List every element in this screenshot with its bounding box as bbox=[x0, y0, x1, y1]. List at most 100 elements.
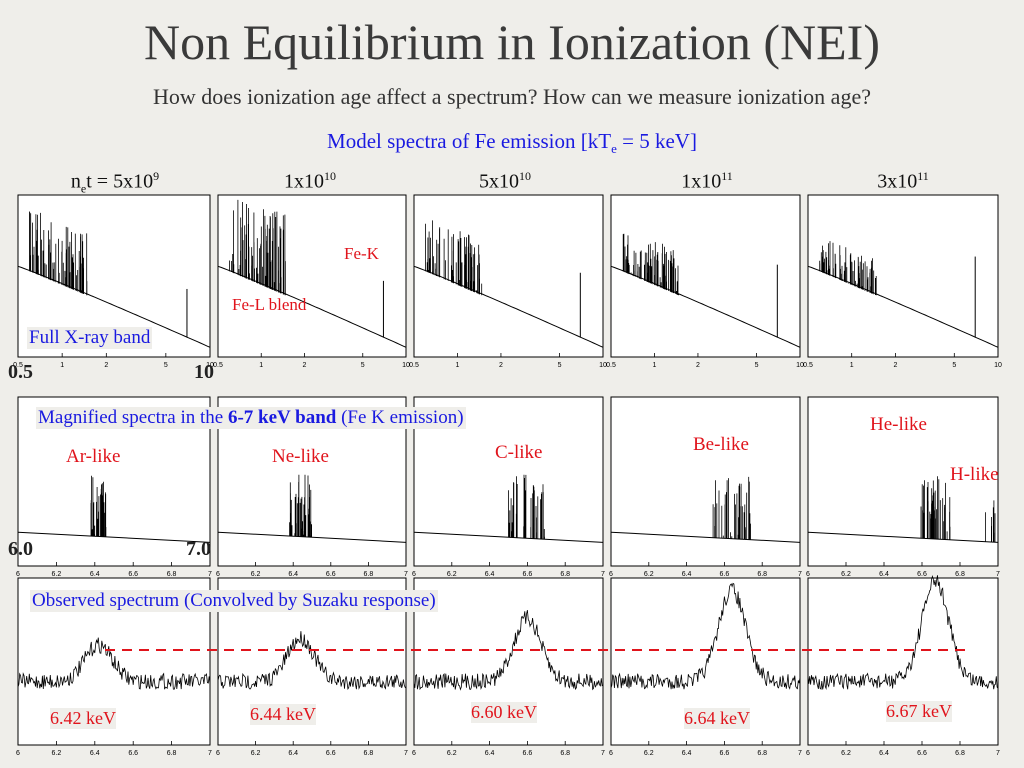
col-exp: 9 bbox=[153, 169, 160, 183]
tick-label: 6.2 bbox=[447, 750, 457, 757]
tick-label: 6 bbox=[412, 750, 416, 757]
tick-label: 2 bbox=[893, 362, 897, 369]
row1-axis-min-label: 0.5 bbox=[8, 361, 33, 383]
tick-label: 6.4 bbox=[879, 571, 889, 578]
tick-label: 5 bbox=[558, 362, 562, 369]
tick-label: 6.2 bbox=[644, 750, 654, 757]
continuum-line bbox=[807, 531, 999, 543]
energy-label-2: 6.44 keV bbox=[250, 704, 316, 725]
tick-label: 6.2 bbox=[447, 571, 457, 578]
tick-label: 6 bbox=[609, 571, 613, 578]
tick-label: 6.8 bbox=[757, 571, 767, 578]
tick-label: 7 bbox=[208, 750, 212, 757]
tick-label: 10 bbox=[402, 362, 410, 369]
tick-label: 6.6 bbox=[326, 750, 336, 757]
continuum-line bbox=[217, 531, 407, 543]
panel-frame bbox=[610, 396, 801, 567]
tick-label: 10 bbox=[206, 362, 214, 369]
column-label-3: 5x1010 bbox=[410, 163, 600, 195]
col-base: 5x10 bbox=[479, 170, 519, 193]
tick-label: 6.8 bbox=[167, 750, 177, 757]
tick-label: 0.5 bbox=[213, 362, 223, 369]
tick-label: 6 bbox=[806, 750, 810, 757]
tick-label: 1 bbox=[60, 362, 64, 369]
slide-title: Non Equilibrium in Ionization (NEI) bbox=[144, 14, 880, 70]
col-prefix-sub: e bbox=[80, 181, 87, 196]
tick-label: 6.2 bbox=[841, 571, 851, 578]
tick-label: 5 bbox=[952, 362, 956, 369]
tick-label: 6 bbox=[16, 571, 20, 578]
continuum-line bbox=[17, 531, 211, 543]
row2-axis-min-label: 6.0 bbox=[8, 538, 33, 560]
tick-label: 6.2 bbox=[644, 571, 654, 578]
tick-label: 6.4 bbox=[90, 750, 100, 757]
tick-label: 6.2 bbox=[52, 571, 62, 578]
tick-label: 5 bbox=[164, 362, 168, 369]
col-base: 3x10 bbox=[877, 170, 918, 193]
ion-label-h-like: H-like bbox=[950, 464, 999, 485]
tick-label: 6.2 bbox=[251, 571, 261, 578]
tick-label: 0.5 bbox=[606, 362, 616, 369]
observed-spectrum bbox=[17, 637, 211, 690]
tick-label: 6.6 bbox=[523, 571, 533, 578]
model-caption-text: Model spectra of Fe emission [kT bbox=[327, 129, 612, 153]
tick-label: 6.8 bbox=[167, 571, 177, 578]
ion-label-ne-like: Ne-like bbox=[272, 446, 329, 467]
tick-label: 1 bbox=[850, 362, 854, 369]
energy-label-3: 6.60 keV bbox=[471, 702, 537, 723]
tick-label: 6.4 bbox=[288, 571, 298, 578]
tick-label: 6.6 bbox=[917, 571, 927, 578]
fe-l-lines bbox=[425, 220, 483, 296]
tick-label: 6.2 bbox=[251, 750, 261, 757]
tick-label: 7 bbox=[798, 571, 802, 578]
tick-label: 10 bbox=[599, 362, 607, 369]
tick-label: 1 bbox=[259, 362, 263, 369]
tick-label: 6.6 bbox=[720, 571, 730, 578]
fe-k-lines bbox=[712, 476, 751, 540]
panel-frame bbox=[413, 194, 604, 358]
energy-label-5: 6.67 keV bbox=[886, 701, 952, 722]
fe-k-label: Fe-K bbox=[344, 244, 379, 263]
tick-label: 7 bbox=[798, 750, 802, 757]
panel-frame bbox=[807, 396, 999, 567]
tick-label: 6.6 bbox=[917, 750, 927, 757]
col-exp: 10 bbox=[519, 169, 531, 183]
tick-label: 7 bbox=[601, 750, 605, 757]
fe-l-lines bbox=[819, 241, 877, 296]
col-exp: 11 bbox=[917, 169, 929, 183]
tick-label: 6.4 bbox=[485, 750, 495, 757]
col-exp: 11 bbox=[721, 169, 733, 183]
panel-frame bbox=[807, 194, 999, 358]
model-caption-tail: = 5 keV] bbox=[616, 129, 697, 153]
tick-label: 7 bbox=[996, 571, 1000, 578]
fe-l-lines bbox=[622, 233, 680, 296]
col-base: 1x10 bbox=[284, 170, 324, 193]
fe-l-lines bbox=[29, 211, 88, 296]
slide-subtitle: How does ionization age affect a spectru… bbox=[153, 84, 871, 109]
tick-label: 0.5 bbox=[13, 362, 23, 369]
tick-label: 6.2 bbox=[841, 750, 851, 757]
energy-label-1: 6.42 keV bbox=[50, 708, 116, 729]
tick-label: 6.8 bbox=[757, 750, 767, 757]
tick-label: 2 bbox=[104, 362, 108, 369]
observed-spectrum bbox=[610, 582, 801, 690]
tick-label: 7 bbox=[208, 571, 212, 578]
tick-label: 6.4 bbox=[288, 750, 298, 757]
col-prefix-tail: t = bbox=[86, 170, 114, 193]
continuum-curve bbox=[610, 265, 801, 348]
tick-label: 2 bbox=[303, 362, 307, 369]
col-base: 5x10 bbox=[113, 170, 154, 193]
observed-spectrum bbox=[807, 575, 999, 690]
ion-label-c-like: C-like bbox=[495, 442, 543, 463]
tick-label: 6.6 bbox=[326, 571, 336, 578]
tick-label: 6.6 bbox=[720, 750, 730, 757]
tick-label: 6 bbox=[16, 750, 20, 757]
tick-label: 6.4 bbox=[682, 571, 692, 578]
tick-label: 6.6 bbox=[128, 750, 138, 757]
magnified-caption-pre: Magnified spectra in the bbox=[38, 407, 228, 428]
tick-label: 6 bbox=[216, 571, 220, 578]
ion-label-he-like: He-like bbox=[870, 414, 927, 435]
continuum-line bbox=[610, 531, 801, 543]
